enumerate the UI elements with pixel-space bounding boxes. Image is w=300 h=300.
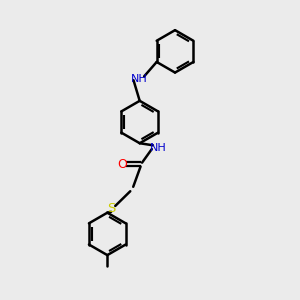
Text: S: S <box>107 202 115 215</box>
Text: NH: NH <box>130 74 147 84</box>
Text: O: O <box>117 158 127 171</box>
Text: NH: NH <box>150 142 166 153</box>
